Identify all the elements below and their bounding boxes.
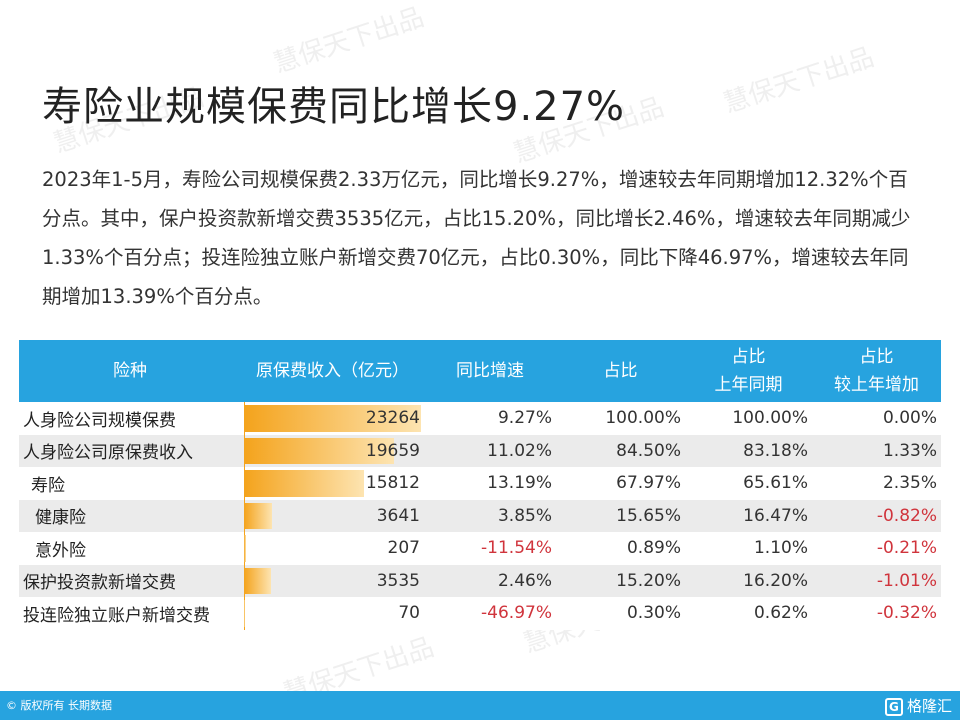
header-share-diff-line2: 较上年增加 <box>834 375 919 395</box>
prev-cell: 100.00% <box>685 402 812 435</box>
premium-value: 3641 <box>376 505 420 526</box>
premium-value: 23264 <box>365 408 420 428</box>
premium-bar <box>244 437 394 464</box>
premium-bar <box>244 502 272 529</box>
header-share: 占比 <box>556 340 685 402</box>
page-title: 寿险业规模保费同比增长9.27% <box>42 84 626 130</box>
premium-bar <box>244 600 245 627</box>
premium-bar-cell: 3535 <box>241 564 424 597</box>
prev-cell: 16.47% <box>685 499 812 532</box>
watermark: 慧保天下出品 <box>719 42 878 120</box>
header-yoy: 同比增速 <box>424 340 556 402</box>
prev-cell: 0.62% <box>685 597 812 630</box>
premium-bar <box>244 470 365 497</box>
share-cell: 0.30% <box>556 597 685 630</box>
prev-cell: 83.18% <box>685 434 812 467</box>
share-cell: 0.89% <box>556 532 685 565</box>
row-type-cell: 人身险公司原保费收入 <box>19 434 241 467</box>
row-type-cell: 投连险独立账户新增交费 <box>19 597 241 630</box>
row-type-cell: 意外险 <box>19 532 241 565</box>
yoy-cell: -46.97% <box>424 597 556 630</box>
table-header-row: 险种 原保费收入（亿元） 同比增速 占比 占比 上年同期 占比 较上年增加 <box>19 340 941 402</box>
premium-bar-cell: 70 <box>241 597 424 630</box>
premium-bar <box>244 535 246 562</box>
diff-cell: 0.00% <box>812 402 941 435</box>
share-cell: 84.50% <box>556 434 685 467</box>
yoy-cell: 3.85% <box>424 499 556 532</box>
premium-bar-cell: 15812 <box>241 467 424 500</box>
diff-cell: -0.82% <box>812 499 941 532</box>
footer-bar: © 版权所有 长期数据 G 格隆汇 <box>0 691 960 720</box>
premium-value: 19659 <box>365 440 420 461</box>
diff-cell: -1.01% <box>812 564 941 597</box>
prev-cell: 1.10% <box>685 532 812 565</box>
header-share-prev: 占比 上年同期 <box>685 340 812 402</box>
header-share-prev-line1: 占比 <box>731 347 766 367</box>
yoy-cell: 2.46% <box>424 564 556 597</box>
table-row: 保护投资款新增交费 3535 2.46% 15.20% 16.20% -1.01% <box>19 564 941 597</box>
table-row: 意外险 207 -11.54% 0.89% 1.10% -0.21% <box>19 532 941 565</box>
yoy-cell: -11.54% <box>424 532 556 565</box>
premium-value: 15812 <box>365 473 420 493</box>
watermark: 慧保天下出品 <box>269 2 428 80</box>
row-type-cell: 人身险公司规模保费 <box>19 402 241 435</box>
table-row: 人身险公司规模保费 23264 9.27% 100.00% 100.00% 0.00% <box>19 402 941 435</box>
premium-value: 3535 <box>376 570 420 591</box>
row-type-cell: 保护投资款新增交费 <box>19 564 241 597</box>
brand-icon: G <box>884 697 903 716</box>
yoy-cell: 13.19% <box>424 467 556 500</box>
yoy-cell: 11.02% <box>424 434 556 467</box>
premium-bar-cell: 3641 <box>241 499 424 532</box>
brand-logo: G 格隆汇 <box>884 695 952 716</box>
row-type-cell: 寿险 <box>19 467 241 500</box>
premium-bar-cell: 207 <box>241 532 424 565</box>
header-share-diff: 占比 较上年增加 <box>812 340 941 402</box>
brand-name: 格隆汇 <box>906 697 952 715</box>
share-cell: 15.20% <box>556 564 685 597</box>
header-type: 险种 <box>19 340 241 402</box>
prev-cell: 65.61% <box>685 467 812 500</box>
diff-cell: 2.35% <box>812 467 941 500</box>
table-row: 人身险公司原保费收入 19659 11.02% 84.50% 83.18% 1.33% <box>19 434 941 467</box>
diff-cell: -0.21% <box>812 532 941 565</box>
premium-bar <box>244 567 271 594</box>
share-cell: 67.97% <box>556 467 685 500</box>
premium-bar <box>244 405 421 432</box>
premium-bar-cell: 23264 <box>241 402 424 435</box>
footer-source: © 版权所有 长期数据 <box>6 699 112 712</box>
table-row: 健康险 3641 3.85% 15.65% 16.47% -0.82% <box>19 499 941 532</box>
header-share-diff-line1: 占比 <box>859 347 894 367</box>
share-cell: 100.00% <box>556 402 685 435</box>
premium-table: 险种 原保费收入（亿元） 同比增速 占比 占比 上年同期 占比 较上年增加 人身… <box>19 340 941 630</box>
header-share-prev-line2: 上年同期 <box>714 375 783 395</box>
yoy-cell: 9.27% <box>424 402 556 435</box>
premium-value: 207 <box>387 538 420 558</box>
row-type-cell: 健康险 <box>19 499 241 532</box>
diff-cell: 1.33% <box>812 434 941 467</box>
table-row: 投连险独立账户新增交费 70 -46.97% 0.30% 0.62% -0.32% <box>19 597 941 630</box>
table-row: 寿险 15812 13.19% 67.97% 65.61% 2.35% <box>19 467 941 500</box>
premium-value: 70 <box>398 603 420 623</box>
premium-bar-cell: 19659 <box>241 434 424 467</box>
summary-paragraph: 2023年1-5月，寿险公司规模保费2.33万亿元，同比增长9.27%，增速较去… <box>42 168 911 308</box>
header-premium: 原保费收入（亿元） <box>241 340 424 402</box>
diff-cell: -0.32% <box>812 597 941 630</box>
prev-cell: 16.20% <box>685 564 812 597</box>
share-cell: 15.65% <box>556 499 685 532</box>
